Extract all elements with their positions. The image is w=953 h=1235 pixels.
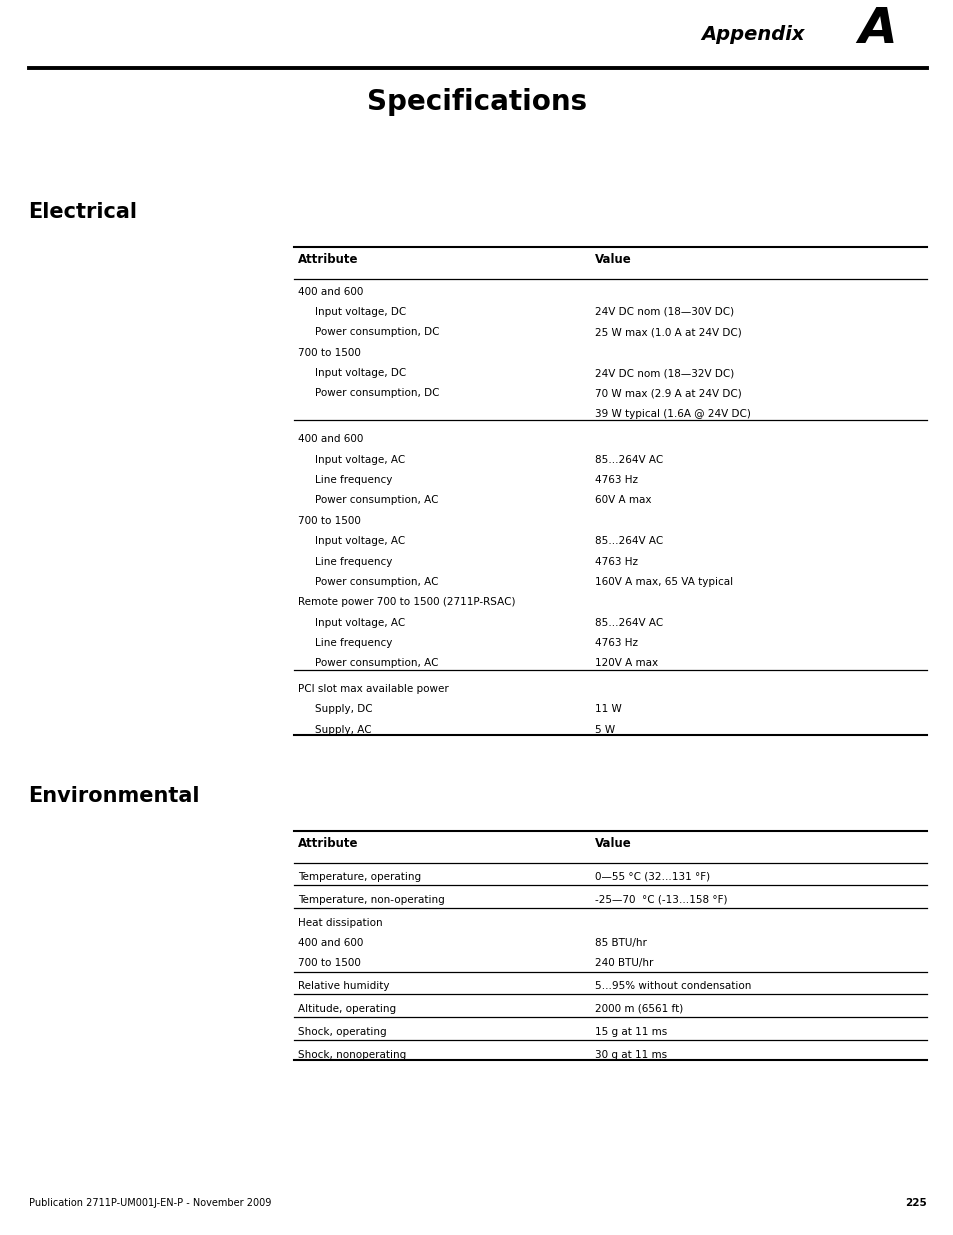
Text: 15 g at 11 ms: 15 g at 11 ms [595, 1026, 667, 1036]
Text: Value: Value [595, 837, 632, 851]
Text: 25 W max (1.0 A at 24V DC): 25 W max (1.0 A at 24V DC) [595, 327, 741, 337]
Text: Input voltage, AC: Input voltage, AC [314, 454, 405, 464]
Text: 24V DC nom (18—30V DC): 24V DC nom (18—30V DC) [595, 306, 734, 317]
Text: Publication 2711P-UM001J-EN-P - November 2009: Publication 2711P-UM001J-EN-P - November… [29, 1198, 271, 1208]
Text: 11 W: 11 W [595, 704, 621, 714]
Text: Input voltage, AC: Input voltage, AC [314, 618, 405, 627]
Text: 47⁣63 Hz: 47⁣63 Hz [595, 475, 638, 485]
Text: 85 BTU/hr: 85 BTU/hr [595, 937, 646, 948]
Text: 120V A max: 120V A max [595, 658, 658, 668]
Text: 700 to 1500: 700 to 1500 [297, 347, 360, 358]
Text: 30 g at 11 ms: 30 g at 11 ms [595, 1050, 667, 1060]
Text: Heat dissipation: Heat dissipation [297, 918, 382, 927]
Text: Input voltage, DC: Input voltage, DC [314, 306, 406, 317]
Text: 225: 225 [904, 1198, 926, 1208]
Text: 700 to 1500: 700 to 1500 [297, 958, 360, 968]
Text: 5 W: 5 W [595, 725, 615, 735]
Text: 85…264V AC: 85…264V AC [595, 618, 663, 627]
Text: -25—70  °C (-13…158 °F): -25—70 °C (-13…158 °F) [595, 894, 727, 905]
Text: 400 and 600: 400 and 600 [297, 937, 363, 948]
Text: Electrical: Electrical [29, 203, 137, 222]
Text: 85…264V AC: 85…264V AC [595, 536, 663, 546]
Text: Line frequency: Line frequency [314, 638, 392, 648]
Text: Power consumption, AC: Power consumption, AC [314, 577, 437, 587]
Text: Temperature, operating: Temperature, operating [297, 872, 420, 882]
Text: Input voltage, DC: Input voltage, DC [314, 368, 406, 378]
Text: Line frequency: Line frequency [314, 475, 392, 485]
Text: Supply, AC: Supply, AC [314, 725, 371, 735]
Text: 0—55 °C (32…131 °F): 0—55 °C (32…131 °F) [595, 872, 710, 882]
Text: Value: Value [595, 253, 632, 267]
Text: Remote power 700 to 1500 (2711P-RSAC): Remote power 700 to 1500 (2711P-RSAC) [297, 598, 515, 608]
Text: Appendix: Appendix [700, 26, 811, 44]
Text: 24V DC nom (18—32V DC): 24V DC nom (18—32V DC) [595, 368, 734, 378]
Text: Altitude, operating: Altitude, operating [297, 1004, 395, 1014]
Text: 70 W max (2.9 A at 24V DC): 70 W max (2.9 A at 24V DC) [595, 388, 741, 399]
Text: 240 BTU/hr: 240 BTU/hr [595, 958, 653, 968]
Text: 85…264V AC: 85…264V AC [595, 454, 663, 464]
Text: 400 and 600: 400 and 600 [297, 435, 363, 445]
Text: 5…95% without condensation: 5…95% without condensation [595, 981, 751, 992]
Text: 60V A max: 60V A max [595, 495, 651, 505]
Text: Input voltage, AC: Input voltage, AC [314, 536, 405, 546]
Text: PCI slot max available power: PCI slot max available power [297, 684, 448, 694]
Text: Environmental: Environmental [29, 787, 200, 806]
Text: 2000 m (6561 ft): 2000 m (6561 ft) [595, 1004, 683, 1014]
Text: Supply, DC: Supply, DC [314, 704, 372, 714]
Text: Shock, nonoperating: Shock, nonoperating [297, 1050, 405, 1060]
Text: Shock, operating: Shock, operating [297, 1026, 386, 1036]
Text: Attribute: Attribute [297, 253, 357, 267]
Text: 39 W typical (1.6A @ 24V DC): 39 W typical (1.6A @ 24V DC) [595, 409, 750, 419]
Text: 47⁣63 Hz: 47⁣63 Hz [595, 638, 638, 648]
Text: Line frequency: Line frequency [314, 557, 392, 567]
Text: A: A [858, 5, 897, 53]
Text: Attribute: Attribute [297, 837, 357, 851]
Text: Power consumption, DC: Power consumption, DC [314, 388, 439, 399]
Text: Power consumption, AC: Power consumption, AC [314, 658, 437, 668]
Text: Power consumption, AC: Power consumption, AC [314, 495, 437, 505]
Text: 700 to 1500: 700 to 1500 [297, 516, 360, 526]
Text: 47⁣63 Hz: 47⁣63 Hz [595, 557, 638, 567]
Text: Power consumption, DC: Power consumption, DC [314, 327, 439, 337]
Text: Relative humidity: Relative humidity [297, 981, 389, 992]
Text: 160V A max, 65 VA typical: 160V A max, 65 VA typical [595, 577, 733, 587]
Text: Temperature, non-operating: Temperature, non-operating [297, 894, 444, 905]
Text: Specifications: Specifications [367, 88, 586, 116]
Text: 400 and 600: 400 and 600 [297, 287, 363, 296]
